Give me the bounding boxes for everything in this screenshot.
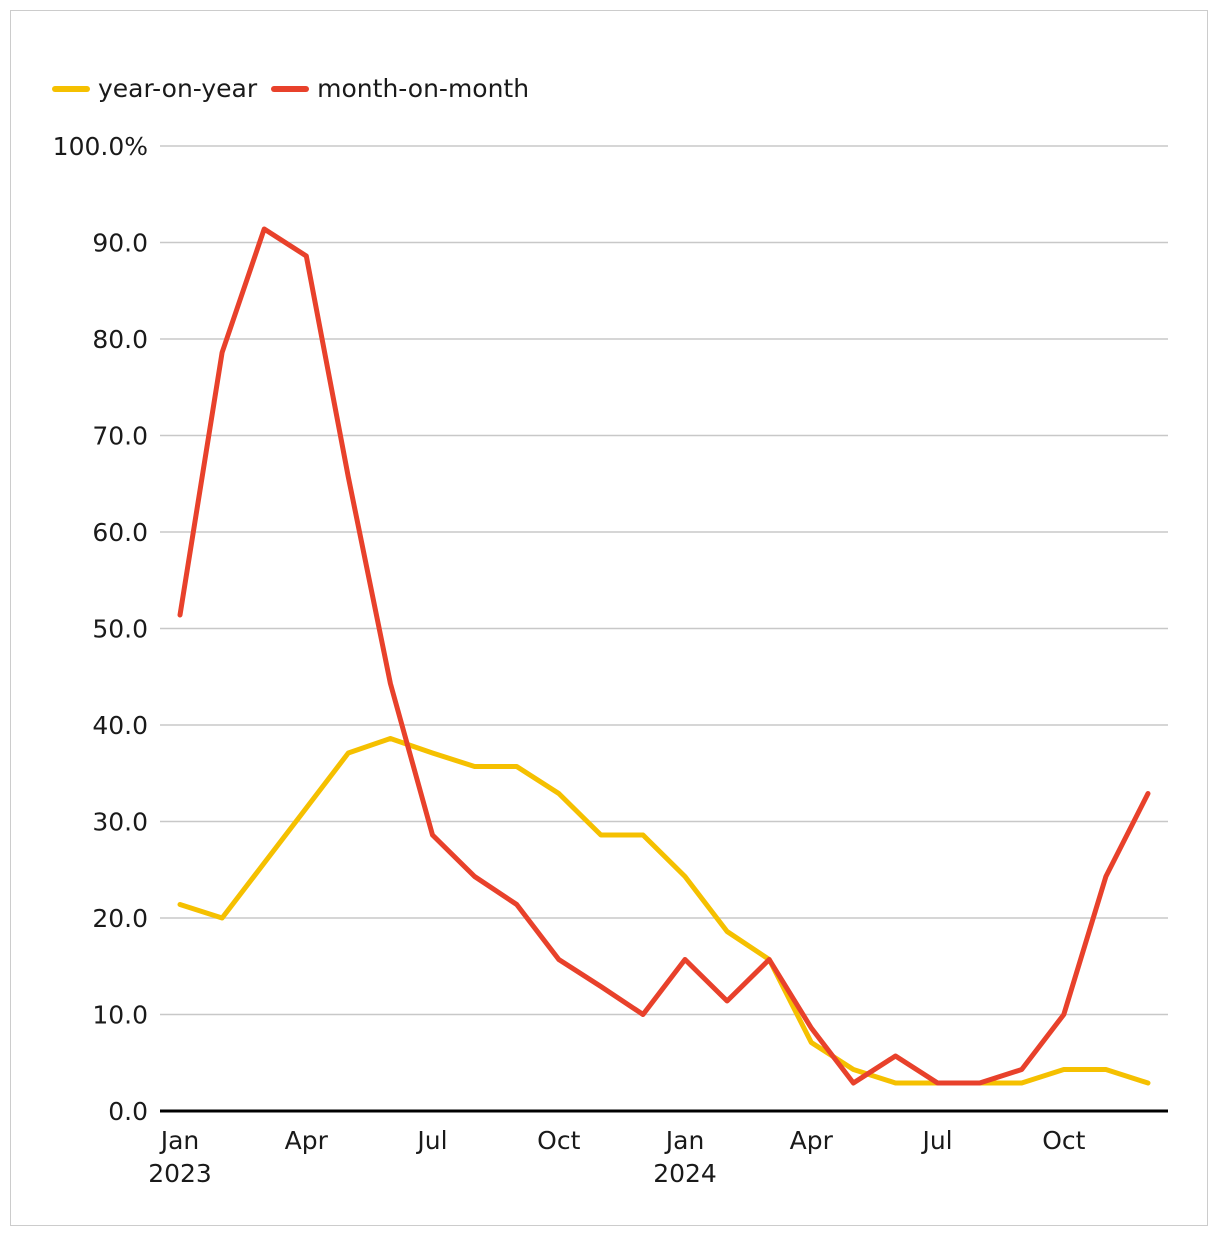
y-tick-label: 80.0: [92, 325, 148, 354]
y-tick-label: 10.0: [92, 1001, 148, 1030]
x-tick-label: Oct: [537, 1126, 580, 1155]
y-tick-label: 70.0: [92, 422, 148, 451]
y-tick-label: 100.0%: [53, 132, 148, 161]
x-tick-year-label: 2024: [653, 1159, 717, 1188]
legend-item-month-on-month: month-on-month: [271, 74, 529, 103]
x-tick-label: Apr: [790, 1126, 834, 1155]
y-tick-label: 50.0: [92, 615, 148, 644]
x-tick-year-label: 2023: [148, 1159, 212, 1188]
y-tick-label: 30.0: [92, 808, 148, 837]
x-tick-label: Jan: [664, 1126, 705, 1155]
y-tick-label: 0.0: [108, 1097, 148, 1126]
chart-frame: [10, 10, 1208, 1226]
y-tick-label: 60.0: [92, 518, 148, 547]
x-tick-label: Jul: [920, 1126, 952, 1155]
y-tick-label: 90.0: [92, 229, 148, 258]
legend-label-month-on-month: month-on-month: [317, 74, 530, 103]
y-tick-label: 20.0: [92, 904, 148, 933]
legend-item-year-on-year: year-on-year: [52, 74, 257, 103]
legend-swatch-year-on-year: [52, 85, 90, 92]
chart-legend: year-on-year month-on-month: [52, 74, 543, 103]
legend-swatch-month-on-month: [271, 85, 310, 92]
legend-label-year-on-year: year-on-year: [98, 74, 258, 103]
x-tick-label: Oct: [1042, 1126, 1085, 1155]
series-line-month-on-month: [177, 226, 1151, 1086]
y-tick-label: 40.0: [92, 711, 148, 740]
x-tick-label: Jul: [415, 1126, 447, 1155]
x-tick-label: Apr: [285, 1126, 329, 1155]
x-tick-label: Jan: [159, 1126, 200, 1155]
series-line-year-on-year: [177, 736, 1151, 1086]
